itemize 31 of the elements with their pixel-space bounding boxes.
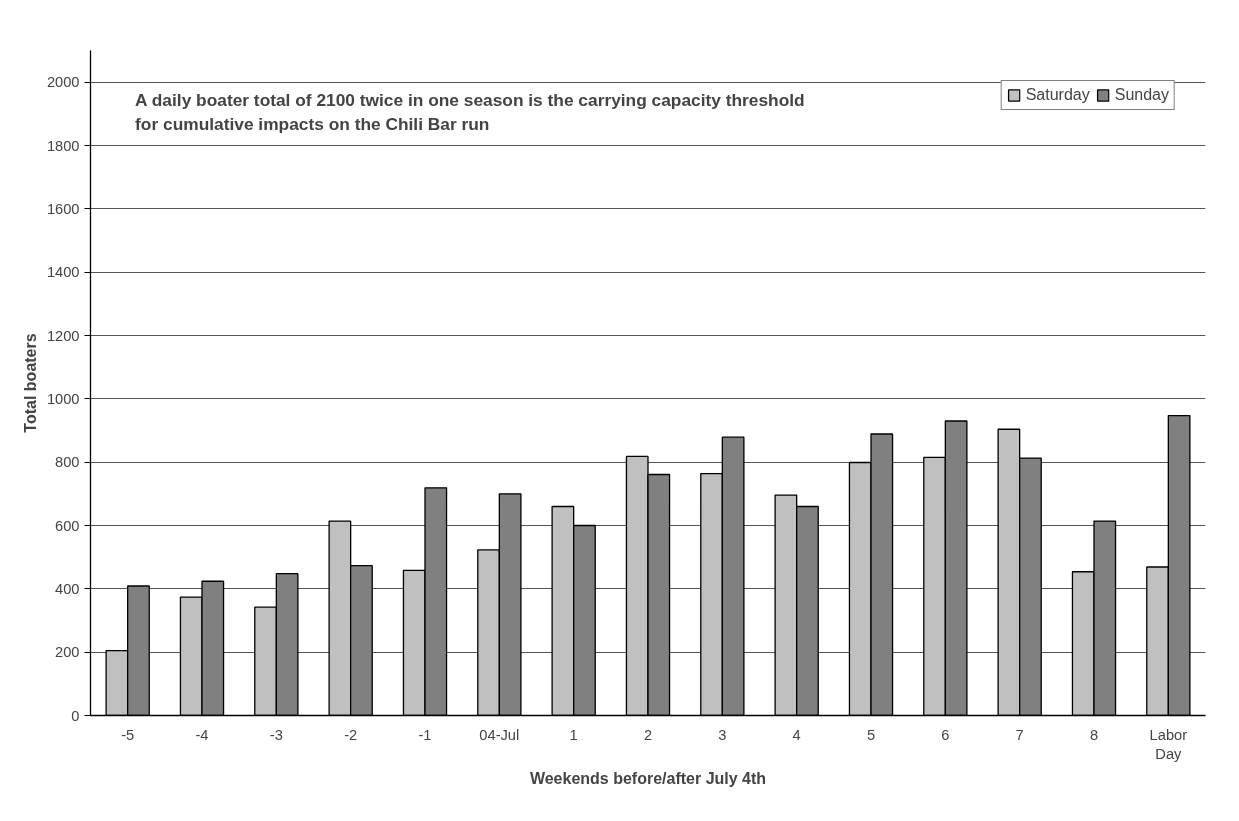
annotation: A daily boater total of 2100 twice in one season is the carrying capacity threshold for cumulative impacts on the Chili Bar run bbox=[135, 90, 805, 135]
x-axis-title: Weekends before/after July 4th bbox=[529, 769, 767, 787]
x-tick-label: 4 bbox=[792, 726, 801, 743]
x-tick-label: 6 bbox=[941, 726, 950, 743]
y-tick-label: 400 bbox=[55, 580, 80, 597]
y-tick-label: 0 bbox=[71, 707, 80, 724]
y-tick-label: 1200 bbox=[46, 327, 80, 344]
x-tick-label: 1 bbox=[569, 726, 578, 743]
x-tick-label: -1 bbox=[418, 726, 432, 743]
y-tick-label: 600 bbox=[55, 517, 80, 534]
legend-label: Saturday bbox=[1025, 86, 1090, 104]
y-tick-label: 1400 bbox=[46, 264, 80, 281]
x-tick-label: -2 bbox=[344, 726, 358, 743]
x-tick-label: -4 bbox=[195, 726, 209, 743]
y-tick-label: 1600 bbox=[46, 200, 80, 217]
x-tick-label: -3 bbox=[269, 726, 283, 743]
y-tick-label: 200 bbox=[55, 644, 80, 661]
x-tick-label: 3 bbox=[718, 726, 727, 743]
x-tick-label: Labor Day bbox=[1149, 726, 1188, 762]
x-tick-label: -5 bbox=[121, 726, 135, 743]
x-tick-label: 7 bbox=[1015, 726, 1024, 743]
y-axis-title: Total boaters bbox=[21, 333, 39, 433]
x-tick-label: 5 bbox=[866, 726, 876, 743]
y-tick-label: 1800 bbox=[46, 137, 80, 154]
x-tick-label: 8 bbox=[1089, 726, 1099, 743]
y-tick-label: 1000 bbox=[46, 390, 80, 407]
legend-label: Sunday bbox=[1114, 86, 1169, 104]
y-tick-label: 2000 bbox=[46, 74, 80, 91]
y-tick-label: 800 bbox=[55, 454, 80, 471]
x-tick-label: 2 bbox=[643, 726, 653, 743]
x-tick-label: 04-Jul bbox=[479, 726, 520, 743]
